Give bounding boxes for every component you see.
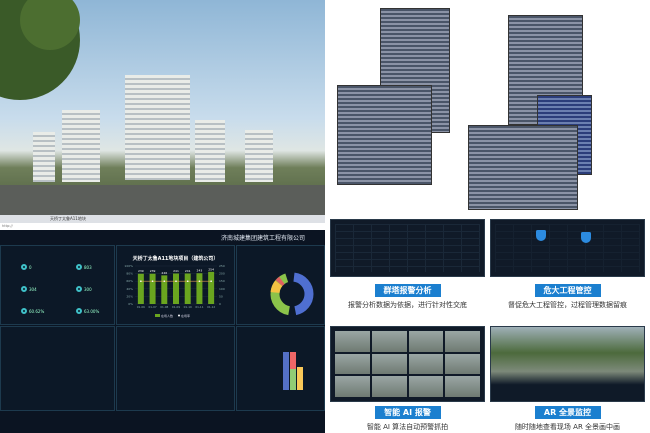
rate-point — [140, 280, 142, 282]
donut-chart — [270, 272, 314, 316]
devices-panel — [0, 326, 115, 411]
legend-swatch-bar — [155, 314, 160, 317]
hazard-control-screenshot — [490, 219, 645, 277]
bar-label: 243 — [197, 269, 203, 273]
tile-title: 危大工程管控 — [534, 284, 601, 297]
y-tick-right: 250 — [219, 264, 225, 268]
y-tick-right: 150 — [219, 279, 225, 283]
x-tick: 01-12 — [207, 305, 215, 309]
legend-swatch-line — [178, 314, 180, 317]
tile-caption: 随时随地查看现场 AR 全景画中画 — [514, 423, 621, 431]
worker-type-panel — [236, 245, 325, 325]
tile-title: 群塔报警分析 — [374, 284, 441, 297]
building-rendering-photo — [0, 0, 325, 215]
address-bar[interactable]: http:// — [0, 223, 325, 230]
bar — [208, 271, 215, 304]
y-tick-right: 50 — [219, 294, 223, 298]
bar-label: 239 — [138, 269, 144, 273]
bar — [161, 275, 168, 304]
browser-tab[interactable]: 天桥丁太鲁A11地块 — [50, 216, 86, 221]
tile-caption: 智能 AI 算法自动预警抓拍 — [366, 423, 449, 431]
tile-ar-panorama: AR 全景监控 随时随地查看现场 AR 全景画中画 — [490, 326, 645, 432]
team-bar-panel — [236, 326, 325, 411]
rate-point — [198, 280, 201, 282]
y-tick-left: 80% — [126, 272, 133, 276]
ai-alarm-screenshot — [330, 326, 485, 402]
chart-title: 天桥丁太鲁A11地块项目（建筑公司） — [132, 256, 219, 262]
x-tick: 01-06 — [137, 305, 145, 309]
x-tick: 01-11 — [195, 305, 203, 309]
dashboard-screenshot: 天桥丁太鲁A11地块 http:// 济南城建集团建筑工程有限公司 0 803 … — [0, 215, 325, 433]
rate-point — [186, 280, 189, 282]
tile-caption: 报警分析数据为依据，进行针对性交底 — [348, 301, 467, 309]
y-tick-right: 0 — [219, 302, 221, 306]
bim-3d-model — [325, 0, 650, 215]
stats-panel: 0 803 304 300 60.62% 63.00% — [0, 245, 115, 325]
y-tick-left: 60% — [126, 279, 133, 283]
y-tick-left: 0% — [128, 302, 133, 306]
legend-label-bar: 在场人数 — [161, 313, 173, 318]
records-table-panel — [116, 326, 235, 411]
tile-tower-alarm: 群塔报警分析 报警分析数据为依据，进行针对性交底 — [330, 219, 485, 310]
bar — [137, 273, 144, 304]
rate-point — [163, 280, 166, 282]
bar — [184, 273, 191, 304]
y-tick-right: 200 — [219, 272, 225, 276]
bar-label: 241 — [185, 269, 191, 273]
ar-panorama-screenshot — [490, 326, 645, 402]
rate-point — [210, 280, 212, 282]
tile-title: 智能 AI 报警 — [374, 406, 441, 419]
attendance-chart-panel: 天桥丁太鲁A11地块项目（建筑公司） 0% 0 20% 50 40% 100 60% 150 8… — [116, 245, 235, 325]
y-tick-left: 100% — [124, 264, 133, 268]
y-tick-right: 100 — [219, 287, 225, 291]
bar — [196, 273, 203, 304]
tile-caption: 督促危大工程管控，过程管理数据留痕 — [508, 301, 627, 309]
rate-point — [175, 280, 177, 282]
bar-label: 226 — [161, 271, 167, 275]
tile-title: AR 全景监控 — [534, 406, 601, 419]
bar-label: 239 — [150, 269, 156, 273]
company-name: 济南城建集团建筑工程有限公司 — [220, 235, 305, 242]
x-tick: 01-09 — [172, 305, 180, 309]
tower-alarm-screenshot — [330, 219, 485, 277]
bar-label: 241 — [173, 269, 179, 273]
x-tick: 01-10 — [184, 305, 192, 309]
attendance-chart: 0% 0 20% 50 40% 100 60% 150 80% 200 100% 250 239 01-0… — [124, 264, 225, 318]
tile-hazard-control: 危大工程管控 督促危大工程管控，过程管理数据留痕 — [490, 219, 645, 310]
legend-label-line: 在场率 — [181, 313, 190, 318]
y-tick-left: 40% — [126, 287, 133, 291]
tile-ai-alarm: 智能 AI 报警 智能 AI 算法自动预警抓拍 — [330, 326, 485, 432]
x-tick: 01-07 — [149, 305, 157, 309]
bar — [149, 273, 156, 304]
rate-point — [151, 280, 154, 282]
bar-label: 254 — [208, 267, 214, 271]
x-tick: 01-08 — [160, 305, 168, 309]
y-tick-left: 20% — [126, 294, 133, 298]
bar — [173, 273, 179, 304]
